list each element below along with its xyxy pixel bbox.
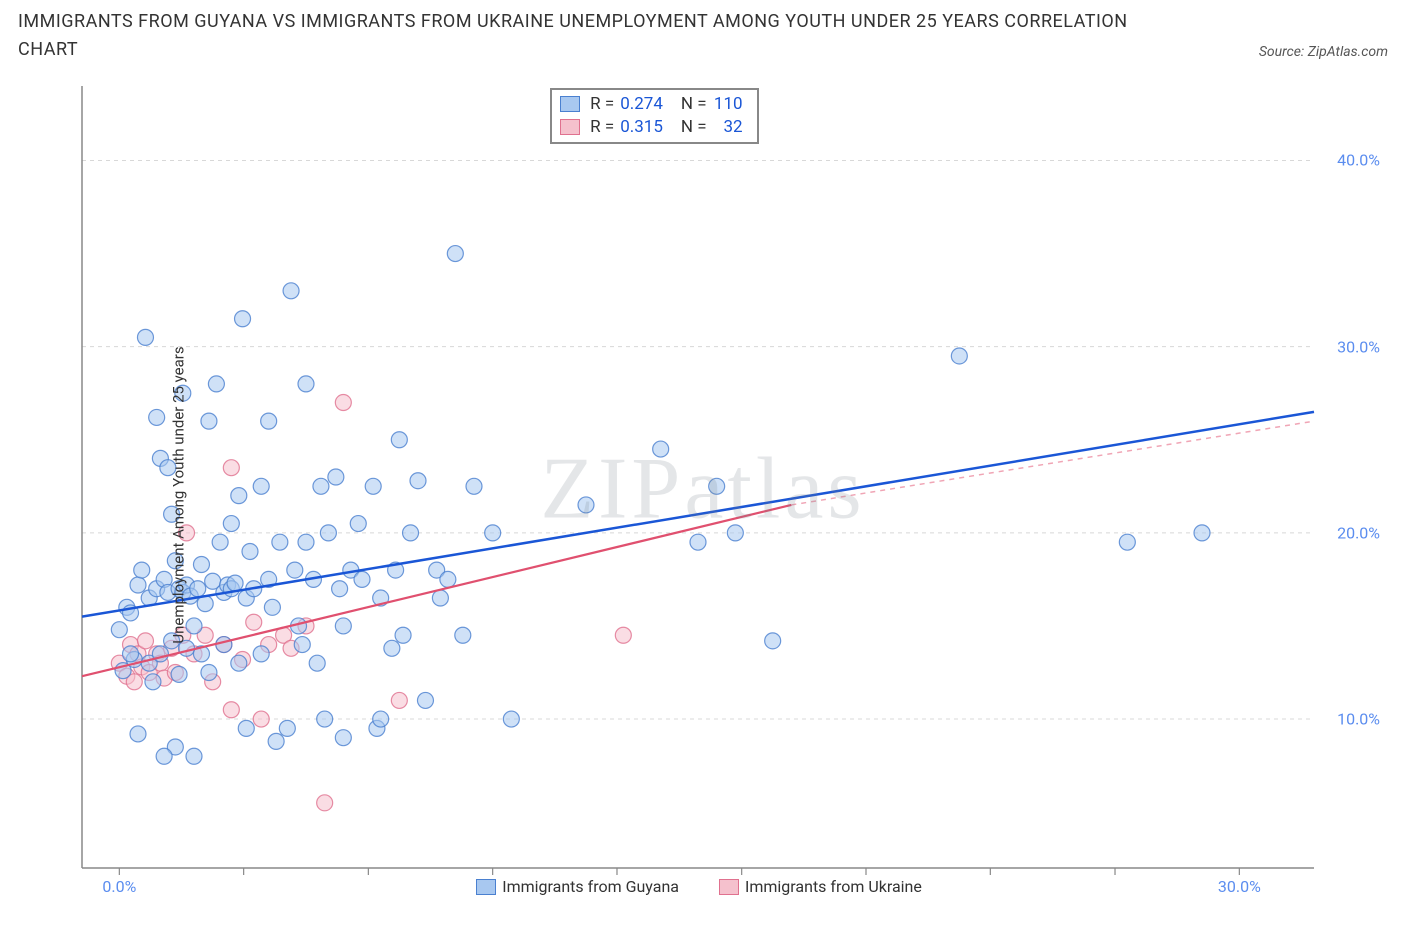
chart-title: IMMIGRANTS FROM GUYANA VS IMMIGRANTS FRO… bbox=[18, 8, 1168, 64]
swatch-ukraine bbox=[719, 879, 739, 895]
source-credit: Source: ZipAtlas.com bbox=[1259, 44, 1388, 64]
y-tick-label: 10.0% bbox=[1337, 710, 1380, 729]
y-axis-label: Unemployment Among Youth under 25 years bbox=[170, 346, 188, 643]
swatch-guyana bbox=[476, 879, 496, 895]
legend-stats-box: R = 0.274 N = 110 R = 0.315 N = 32 bbox=[550, 88, 758, 144]
swatch-ukraine bbox=[560, 119, 580, 135]
swatch-guyana bbox=[560, 96, 580, 112]
x-tick-label: 0.0% bbox=[102, 877, 136, 896]
x-tick-label: 30.0% bbox=[1218, 877, 1261, 896]
legend-row-guyana: R = 0.274 N = 110 bbox=[560, 93, 742, 116]
chart-area: Unemployment Among Youth under 25 years … bbox=[18, 78, 1388, 912]
bottom-legend-ukraine: Immigrants from Ukraine bbox=[719, 876, 922, 898]
y-tick-label: 30.0% bbox=[1337, 337, 1380, 356]
legend-row-ukraine: R = 0.315 N = 32 bbox=[560, 116, 742, 139]
y-tick-label: 40.0% bbox=[1337, 151, 1380, 170]
scatter-chart bbox=[18, 78, 1388, 912]
y-tick-label: 20.0% bbox=[1337, 523, 1380, 542]
bottom-legend: Immigrants from Guyana Immigrants from U… bbox=[476, 876, 922, 898]
bottom-legend-guyana: Immigrants from Guyana bbox=[476, 876, 679, 898]
